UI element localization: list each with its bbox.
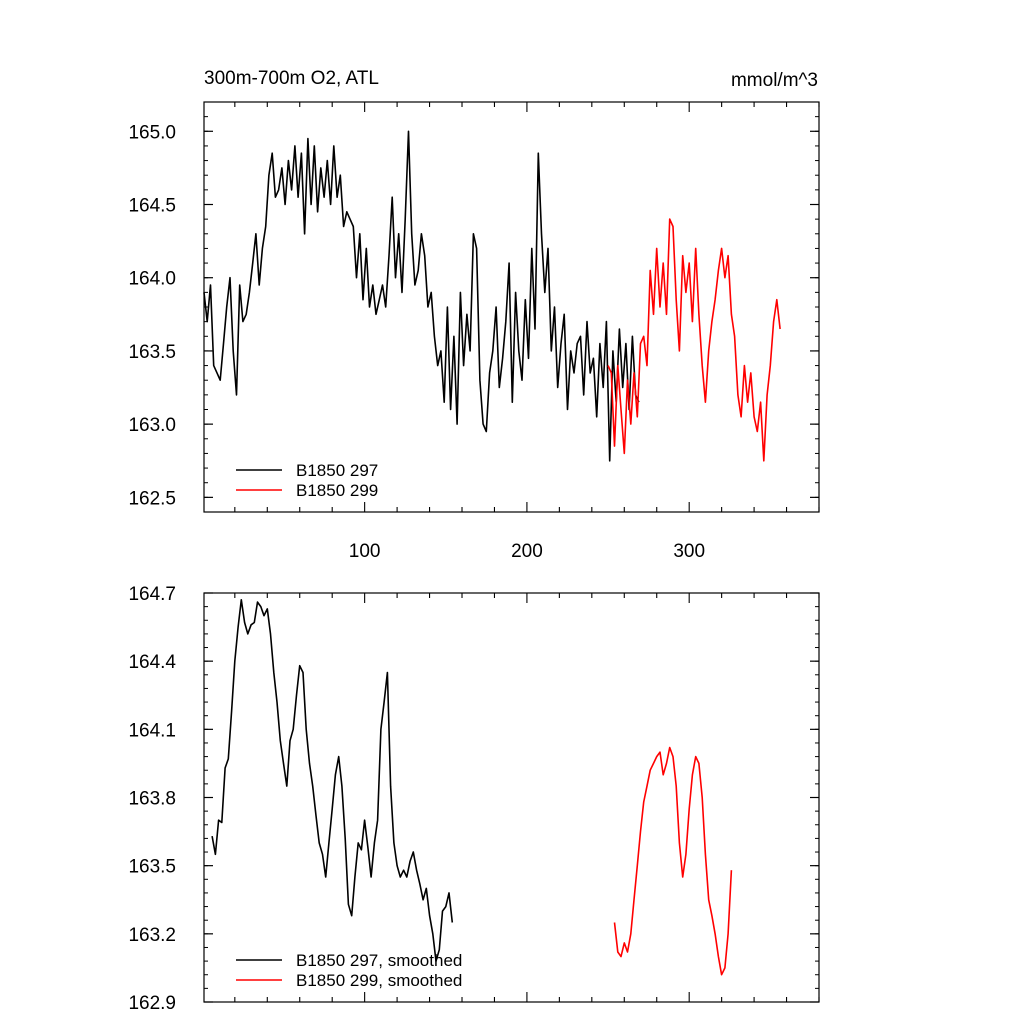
y-tick-label: 164.4	[128, 652, 176, 673]
bottom-panel-series	[211, 598, 733, 976]
bottom-panel: 162.9 163.2 163.5 163.8 164.1 164.4 164.7 B185…	[128, 584, 820, 1014]
y-tick-label: 163.5	[128, 857, 176, 878]
top-panel-frame	[203, 101, 820, 513]
y-tick-label: 163.0	[128, 415, 176, 436]
bottom-panel-ticks: 162.9 163.2 163.5 163.8 164.1 164.4 164.7	[128, 584, 820, 1014]
y-tick-label: 164.1	[128, 720, 176, 741]
bottom-series-line-2	[613, 746, 733, 976]
legend-label: B1850 297	[296, 461, 378, 480]
x-tick-label: 200	[511, 541, 543, 562]
legend-label: B1850 299	[296, 481, 378, 500]
y-tick-label: 164.5	[128, 196, 176, 217]
top-series-line-2	[607, 218, 781, 462]
x-tick-label: 100	[349, 541, 381, 562]
y-tick-label: 164.0	[128, 269, 176, 290]
top-panel-title: 300m-700m O2, ATL	[204, 68, 379, 89]
legend-label: B1850 299, smoothed	[296, 971, 462, 990]
top-panel-units: mmol/m^3	[731, 70, 818, 91]
top-panel-series	[203, 130, 781, 462]
top-panel-ticks: 162.5 163.0 163.5 164.0 164.5 165.0 100 200 300	[128, 101, 820, 562]
top-series-line-1	[203, 130, 640, 462]
x-tick-label: 300	[673, 541, 705, 562]
y-tick-label: 163.5	[128, 342, 176, 363]
y-tick-label: 163.8	[128, 789, 176, 810]
y-tick-label: 162.9	[128, 993, 176, 1014]
y-tick-label: 165.0	[128, 122, 176, 143]
top-panel: 300m-700m O2, ATL mmol/m^3 162.5 163.0 163…	[128, 68, 820, 562]
y-tick-label: 163.2	[128, 925, 176, 946]
y-tick-label: 162.5	[128, 488, 176, 509]
bottom-panel-frame	[203, 592, 820, 1003]
y-tick-label: 164.7	[128, 584, 176, 605]
legend-label: B1850 297, smoothed	[296, 951, 462, 970]
bottom-series-line-1	[211, 598, 454, 962]
